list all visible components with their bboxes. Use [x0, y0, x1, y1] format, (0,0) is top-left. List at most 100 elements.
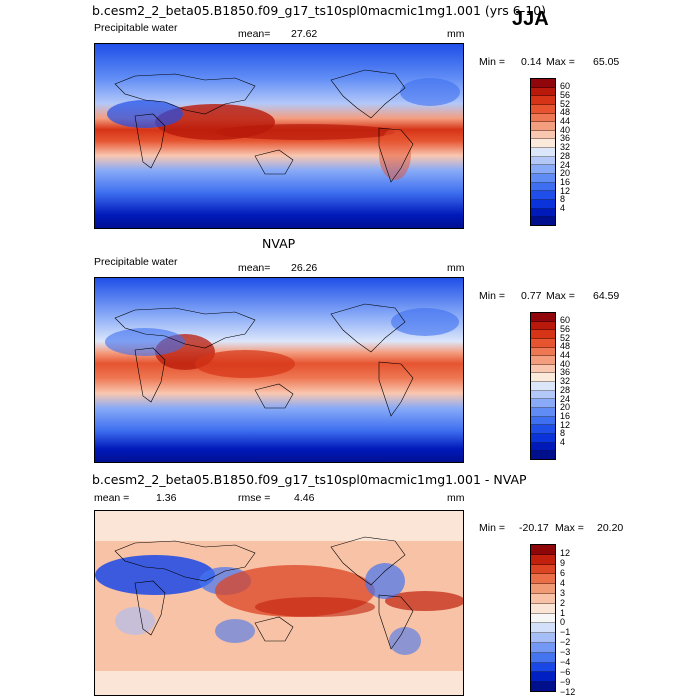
colorbar-tick-label: 24 — [560, 393, 571, 404]
colorbar-tick-label: 8 — [560, 428, 566, 439]
colorbar-tick-label: 56 — [560, 89, 571, 100]
panel1-map — [94, 43, 464, 229]
panel1-variable-label: Precipitable water — [94, 22, 178, 34]
panel3-mean-label: mean = — [94, 492, 130, 504]
colorbar-tick-label: −1 — [560, 627, 571, 638]
colorbar-swatch — [531, 433, 555, 443]
colorbar-tick-label: 2 — [560, 597, 566, 608]
colorbar-swatch — [531, 662, 555, 673]
panel3-units: mm — [447, 492, 465, 504]
colorbar-swatch — [531, 199, 555, 209]
colorbar-tick-label: 20 — [560, 402, 571, 413]
panel2-variable-label: Precipitable water — [94, 256, 178, 268]
colorbar-tick-label: 0 — [560, 617, 566, 628]
panel2-max-label: Max = — [546, 290, 575, 302]
colorbar-swatch — [531, 633, 555, 643]
panel1-title: b.cesm2_2_beta05.B1850.f09_g17_ts10spl0m… — [92, 3, 547, 18]
panel1-min-value: 0.14 — [521, 56, 542, 68]
colorbar-swatch — [531, 545, 555, 555]
colorbar-swatch — [531, 564, 555, 575]
colorbar-swatch — [531, 642, 555, 653]
colorbar-swatch — [531, 122, 555, 131]
panel2-min-value: 0.77 — [521, 290, 542, 302]
colorbar-tick-label: 12 — [560, 185, 571, 196]
colorbar-swatch — [531, 416, 555, 426]
colorbar-swatch — [531, 408, 555, 417]
colorbar-swatch — [531, 425, 555, 434]
panel1-min-label: Min = — [479, 56, 505, 68]
colorbar-swatch — [531, 208, 555, 218]
colorbar-tick-label: 3 — [560, 587, 566, 598]
colorbar-tick-label: 52 — [560, 332, 571, 343]
colorbar-swatch — [531, 623, 555, 634]
panel1-mean-value: 27.62 — [291, 28, 318, 40]
colorbar-tick-label: 4 — [560, 203, 566, 214]
panel1-max-value: 65.05 — [593, 56, 620, 68]
panel1-units: mm — [447, 28, 465, 40]
panel2-min-label: Min = — [479, 290, 505, 302]
colorbar-swatch — [531, 313, 555, 322]
colorbar-tick-label: 8 — [560, 194, 566, 205]
colorbar-tick-label: 6 — [560, 568, 566, 579]
colorbar-tick-label: 60 — [560, 315, 571, 326]
panel3-min-value: -20.17 — [519, 522, 549, 534]
colorbar-swatch — [531, 364, 555, 374]
colorbar-tick-label: 32 — [560, 142, 571, 153]
colorbar-swatch — [531, 451, 555, 459]
panel3-max-label: Max = — [555, 522, 584, 534]
colorbar-swatch — [531, 330, 555, 339]
colorbar-tick-label: 40 — [560, 124, 571, 135]
colorbar-swatch — [531, 165, 555, 175]
colorbar-swatch — [531, 96, 555, 105]
colorbar-tick-label: 56 — [560, 323, 571, 334]
colorbar-tick-label: 48 — [560, 341, 571, 352]
colorbar-tick-label: −2 — [560, 637, 571, 648]
panel3-colorbar — [530, 544, 556, 692]
colorbar-tick-label: 1 — [560, 607, 566, 618]
season-label: JJA — [512, 8, 549, 30]
colorbar-tick-label: 36 — [560, 367, 571, 378]
colorbar-tick-label: 24 — [560, 159, 571, 170]
panel3-max-value: 20.20 — [597, 522, 624, 534]
colorbar-tick-label: 16 — [560, 176, 571, 187]
colorbar-swatch — [531, 79, 555, 88]
colorbar-swatch — [531, 652, 555, 663]
panel3-title: b.cesm2_2_beta05.B1850.f09_g17_ts10spl0m… — [92, 472, 527, 487]
colorbar-swatch — [531, 390, 555, 400]
colorbar-swatch — [531, 87, 555, 97]
panel2-mean-value: 26.26 — [291, 262, 318, 274]
colorbar-tick-label: −12 — [560, 686, 576, 697]
colorbar-tick-label: 28 — [560, 384, 571, 395]
colorbar-swatch — [531, 347, 555, 357]
colorbar-tick-label: 60 — [560, 81, 571, 92]
colorbar-swatch — [531, 174, 555, 183]
panel2-mean-label: mean= — [238, 262, 271, 274]
colorbar-tick-label: 12 — [560, 419, 571, 430]
colorbar-swatch — [531, 148, 555, 157]
panel3-min-label: Min = — [479, 522, 505, 534]
colorbar-tick-label: −4 — [560, 656, 571, 667]
colorbar-swatch — [531, 373, 555, 383]
colorbar-swatch — [531, 442, 555, 452]
colorbar-tick-label: 36 — [560, 133, 571, 144]
colorbar-swatch — [531, 672, 555, 683]
colorbar-tick-label: 44 — [560, 116, 571, 127]
colorbar-tick-label: 4 — [560, 577, 566, 588]
panel2-max-value: 64.59 — [593, 290, 620, 302]
panel2-map — [94, 277, 464, 463]
panel2-title: NVAP — [262, 236, 296, 251]
colorbar-tick-label: 52 — [560, 98, 571, 109]
colorbar-swatch — [531, 338, 555, 348]
colorbar-tick-label: 16 — [560, 410, 571, 421]
colorbar-tick-label: 12 — [560, 548, 571, 559]
colorbar-tick-label: 32 — [560, 376, 571, 387]
panel1-mean-label: mean= — [238, 28, 271, 40]
colorbar-swatch — [531, 217, 555, 225]
colorbar-swatch — [531, 182, 555, 192]
colorbar-swatch — [531, 130, 555, 140]
colorbar-swatch — [531, 593, 555, 604]
colorbar-tick-label: 28 — [560, 150, 571, 161]
panel3-rmse-label: rmse = — [238, 492, 271, 504]
colorbar-swatch — [531, 113, 555, 123]
colorbar-tick-label: 44 — [560, 350, 571, 361]
